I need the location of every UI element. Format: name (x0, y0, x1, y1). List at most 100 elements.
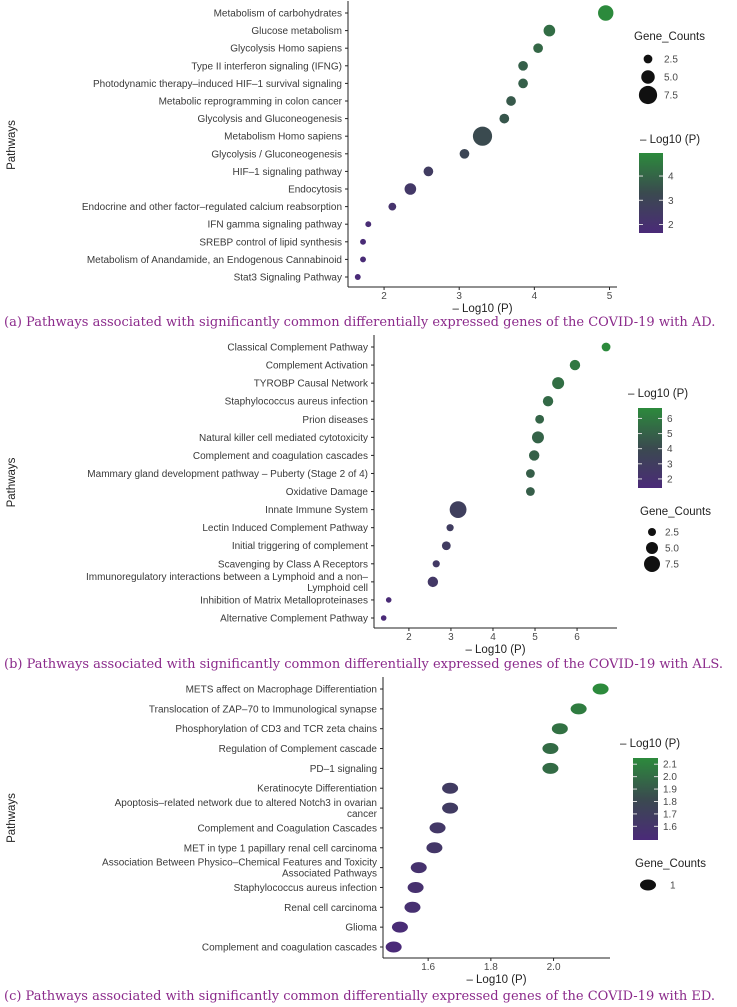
pathway-label: Metabolism of Anandamide, an Endogenous … (87, 255, 342, 266)
pathway-label: Metabolism of carbohydrates (214, 9, 342, 20)
data-point (569, 359, 581, 371)
colorbar-tick-label: 2 (668, 220, 674, 231)
data-point (426, 842, 443, 854)
x-tick-label: 6 (574, 632, 580, 643)
size-legend-dot (644, 556, 660, 572)
colorbar (633, 758, 658, 840)
x-tick-label: 2.0 (547, 962, 561, 973)
data-point (360, 238, 366, 245)
x-tick-label: 4 (532, 291, 538, 302)
figure-caption: (c) Pathways associated with significant… (4, 989, 715, 1004)
colorbar-title: – Log10 (P) (620, 738, 680, 750)
data-point (404, 901, 421, 913)
data-point (528, 450, 540, 461)
colorbar (639, 153, 663, 233)
y-axis-title: Pathways (6, 793, 18, 843)
x-tick-label: 1.6 (421, 962, 435, 973)
size-legend-title: Gene_Counts (640, 506, 711, 518)
pathway-label: Prion diseases (302, 415, 368, 426)
data-point (365, 221, 372, 228)
size-legend-label: 1 (670, 881, 676, 892)
pathway-label: Staphylococcus aureus infection (234, 883, 377, 894)
size-legend-dot (643, 54, 653, 64)
colorbar-tick-label: 1.8 (663, 797, 677, 808)
panel-c: Pathways 1.6 1.8 2.0 – Log10 (P) METS affect … (4, 677, 715, 1004)
pathway-label: SREBP control of lipid synthesis (199, 237, 342, 248)
panel-a: Pathways 2 3 4 5 – Log10 (P) Metabolism of car… (4, 1, 715, 330)
size-legend-dot (648, 528, 656, 536)
data-point (531, 431, 544, 444)
x-tick-label: 3 (448, 632, 454, 643)
pathway-label: Keratinocyte Differentiation (257, 784, 377, 795)
colorbar-tick-label: 2 (667, 474, 673, 485)
pathway-label: Regulation of Complement cascade (219, 744, 378, 755)
data-point (442, 782, 459, 794)
colorbar-tick-label: 2.1 (663, 760, 677, 771)
data-point (354, 274, 361, 280)
colorbar-title: – Log10 (P) (640, 134, 700, 146)
data-point (552, 377, 565, 390)
x-tick-label: 5 (607, 291, 613, 302)
pathway-label: Stat3 Signaling Pathway (234, 273, 342, 284)
pathway-label: Photodynamic therapy–induced HIF–1 survi… (93, 79, 342, 90)
pathway-label: Scavenging by Class A Receptors (218, 559, 368, 570)
figure-caption: (a) Pathways associated with significant… (4, 315, 715, 330)
data-point (391, 921, 408, 933)
pathway-label: Renal cell carcinoma (284, 903, 377, 914)
x-tick-label: 2 (406, 632, 412, 643)
size-legend-label: 7.5 (664, 91, 678, 102)
pathway-label: Natural killer cell mediated cytotoxicit… (199, 433, 368, 444)
data-point (429, 822, 446, 834)
colorbar-tick-label: 3 (668, 196, 674, 207)
data-point (542, 762, 559, 774)
figure-caption: (b) Pathways associated with significant… (4, 657, 723, 672)
data-point (533, 43, 543, 54)
pathway-label: Glycolysis Homo sapiens (230, 44, 342, 55)
data-point (410, 862, 427, 874)
x-tick-label: 2 (381, 291, 387, 302)
data-point (432, 560, 440, 568)
data-point (360, 256, 366, 263)
data-point (385, 941, 402, 953)
pathway-label: Classical Complement Pathway (227, 343, 368, 354)
x-tick-label: 3 (456, 291, 462, 302)
size-legend-label: 2.5 (664, 55, 678, 66)
pathway-label: Endocytosis (288, 185, 342, 196)
pathway-label: Metabolic reprogramming in colon cancer (159, 97, 343, 108)
data-point (551, 723, 568, 735)
size-legend-label: 2.5 (665, 528, 679, 539)
data-point (543, 24, 556, 37)
pathway-label: Complement Activation (266, 361, 368, 372)
colorbar-tick-label: 5 (667, 429, 673, 440)
data-point (601, 342, 611, 352)
x-tick-label: 4 (490, 632, 496, 643)
pathway-label: IFN gamma signaling pathway (207, 220, 342, 231)
x-axis-title: – Log10 (P) (466, 974, 526, 986)
pathway-label: Glucose metabolism (251, 26, 342, 37)
x-axis-title: – Log10 (P) (465, 644, 525, 656)
pathway-label: Type II interferon signaling (IFNG) (191, 61, 342, 72)
data-point (542, 743, 559, 755)
data-point (442, 802, 459, 814)
colorbar-title: – Log10 (P) (628, 388, 688, 400)
data-point (459, 148, 470, 159)
colorbar-tick-label: 2.0 (663, 772, 677, 783)
pathway-label: Complement and Coagulation Cascades (197, 823, 377, 834)
pathway-label: Phosphorylation of CD3 and TCR zeta chai… (175, 724, 377, 735)
data-point (441, 541, 451, 551)
size-legend-dot (638, 85, 658, 105)
pathway-label: Endocrine and other factor–regulated cal… (82, 202, 342, 213)
pathway-label: Glioma (345, 923, 377, 934)
data-point (404, 183, 417, 195)
data-point (407, 881, 424, 893)
data-point (423, 166, 434, 177)
pathway-label: Glycolysis / Gluconeogenesis (211, 149, 342, 160)
size-legend-dot (646, 542, 658, 554)
colorbar-tick-label: 1.6 (663, 822, 677, 833)
pathway-label: MET in type 1 papillary renal cell carci… (184, 843, 378, 854)
pathway-label: Oxidative Damage (286, 487, 369, 498)
data-point (499, 113, 510, 124)
data-point (427, 576, 439, 588)
panel-b: Pathways 2 3 4 5 6 – Log10 (P) Classical Comple… (4, 335, 723, 672)
pathway-label: Mammary gland development pathway – Pube… (87, 469, 368, 480)
